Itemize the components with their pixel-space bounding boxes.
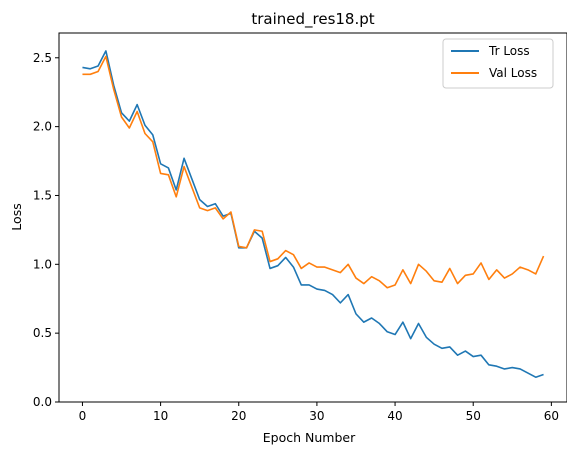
x-tick-label: 30	[309, 409, 324, 423]
legend-label-tr-loss: Tr Loss	[488, 44, 530, 58]
y-tick-label: 2.0	[33, 120, 52, 134]
y-tick-label: 1.5	[33, 188, 52, 202]
y-tick-label: 2.5	[33, 51, 52, 65]
x-tick-label: 20	[231, 409, 246, 423]
x-tick-label: 10	[153, 409, 168, 423]
y-axis-ticks: 0.0 0.5 1.0 1.5 2.0 2.5	[33, 51, 59, 409]
x-tick-label: 60	[544, 409, 559, 423]
y-tick-label: 1.0	[33, 257, 52, 271]
x-axis-ticks: 0 10 20 30 40 50 60	[79, 402, 559, 423]
y-tick-label: 0.0	[33, 395, 52, 409]
legend-label-val-loss: Val Loss	[489, 66, 537, 80]
y-axis-label: Loss	[9, 203, 24, 230]
series-line-tr-loss	[82, 50, 544, 379]
x-axis-label: Epoch Number	[263, 430, 356, 445]
x-tick-label: 40	[387, 409, 402, 423]
series-lines	[82, 50, 545, 379]
series-line-val-loss	[82, 55, 545, 289]
x-tick-label: 0	[79, 409, 87, 423]
chart-title: trained_res18.pt	[251, 10, 374, 29]
x-tick-label: 50	[466, 409, 481, 423]
legend: Tr Loss Val Loss	[442, 38, 554, 89]
y-tick-label: 0.5	[33, 326, 52, 340]
plot-frame	[58, 32, 567, 403]
